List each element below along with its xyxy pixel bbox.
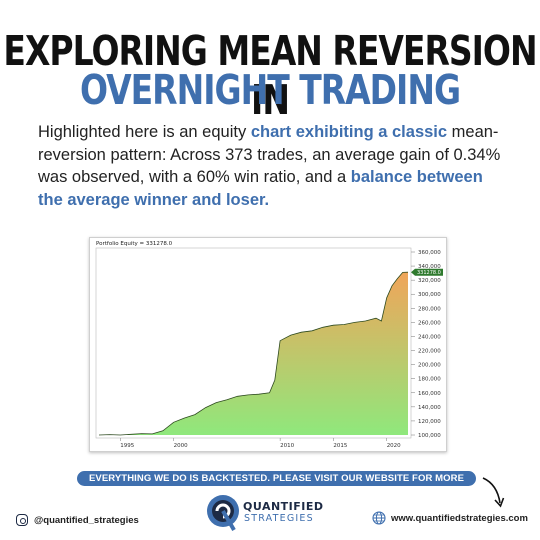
website-link[interactable]: www.quantifiedstrategies.com	[372, 511, 528, 525]
current-value-marker	[411, 268, 443, 276]
x-tick-label: 2010	[280, 443, 294, 449]
y-tick-label: 300,000	[418, 292, 441, 298]
x-tick-label: 2020	[387, 443, 401, 449]
x-tick-label: 2000	[174, 443, 188, 449]
y-tick-label: 120,000	[418, 419, 441, 425]
y-tick-label: 320,000	[418, 278, 441, 284]
instagram-handle: @quantified_strategies	[34, 514, 139, 526]
intro-text-1: Highlighted here is an equity	[38, 123, 251, 141]
page-title-line2: OVERNIGHT TRADING	[79, 65, 461, 114]
y-tick-label: 280,000	[418, 306, 441, 312]
page-title-line1: EXPLORING MEAN REVERSION IN	[3, 26, 537, 124]
backtested-banner: EVERYTHING WE DO IS BACKTESTED. PLEASE V…	[77, 471, 476, 499]
logo-word-strategies: STRATEGIES	[244, 513, 314, 524]
current-value-label: 331278.0	[417, 270, 441, 276]
equity-line	[98, 271, 409, 436]
x-tick-label: 2015	[333, 443, 347, 449]
y-tick-label: 140,000	[418, 405, 441, 411]
logo-word-quantified: QUANTIFIED	[243, 500, 324, 513]
y-tick-label: 220,000	[418, 349, 441, 355]
curved-arrow-icon	[482, 477, 505, 508]
logo-q-icon	[207, 495, 239, 532]
y-tick-label: 260,000	[418, 320, 441, 326]
website-url: www.quantifiedstrategies.com	[391, 512, 528, 524]
equity-area	[99, 272, 408, 435]
intro-text-2: mean-reversion pattern: Across 373 trade…	[38, 123, 501, 186]
instagram-icon	[16, 514, 28, 526]
intro-highlight-2: balance between the average winner and l…	[38, 168, 483, 209]
chart-legend: Portfolio Equity = 331278.0	[96, 241, 173, 247]
globe-icon	[372, 511, 386, 525]
x-tick-label: 1995	[120, 443, 134, 449]
instagram-link[interactable]: @quantified_strategies	[16, 514, 139, 526]
y-tick-label: 240,000	[418, 334, 441, 340]
y-tick-label: 160,000	[418, 391, 441, 397]
y-tick-label: 340,000	[418, 264, 441, 270]
y-tick-label: 360,000	[418, 250, 441, 256]
y-tick-label: 100,000	[418, 433, 441, 439]
equity-chart-svg: 100,000 120,000 140,000 160,000 180,000 200,0…	[95, 247, 443, 449]
y-tick-label: 200,000	[418, 363, 441, 369]
y-tick-label: 180,000	[418, 377, 441, 383]
intro-highlight-1: chart exhibiting a classic	[250, 123, 448, 141]
intro-paragraph: Highlighted here is an equity chart exhi…	[38, 121, 508, 211]
quantified-strategies-logo: QUANTIFIED STRATEGIES	[203, 492, 343, 536]
equity-chart: 100,000 120,000 140,000 160,000 180,000 200,0…	[89, 237, 447, 452]
